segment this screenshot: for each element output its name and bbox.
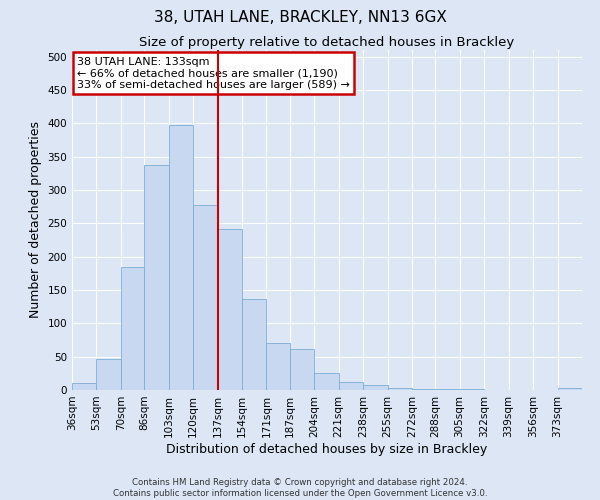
Bar [193, 204, 218, 390]
Bar [144, 164, 169, 390]
Text: 38 UTAH LANE: 133sqm
← 66% of detached houses are smaller (1,190)
33% of semi-de: 38 UTAH LANE: 133sqm ← 66% of detached h… [77, 57, 350, 90]
Text: 38, UTAH LANE, BRACKLEY, NN13 6GX: 38, UTAH LANE, BRACKLEY, NN13 6GX [154, 10, 446, 25]
Bar [435, 388, 460, 390]
Bar [314, 374, 338, 390]
Bar [97, 358, 121, 390]
Bar [242, 298, 266, 390]
Bar [218, 228, 242, 390]
Text: Contains HM Land Registry data © Crown copyright and database right 2024.
Contai: Contains HM Land Registry data © Crown c… [113, 478, 487, 498]
Bar [388, 388, 412, 390]
X-axis label: Distribution of detached houses by size in Brackley: Distribution of detached houses by size … [166, 442, 488, 456]
Bar [72, 384, 97, 390]
Bar [169, 124, 193, 390]
Bar [121, 266, 144, 390]
Bar [338, 382, 363, 390]
Bar [412, 388, 435, 390]
Bar [290, 348, 314, 390]
Bar [363, 384, 388, 390]
Y-axis label: Number of detached properties: Number of detached properties [29, 122, 42, 318]
Title: Size of property relative to detached houses in Brackley: Size of property relative to detached ho… [139, 36, 515, 49]
Bar [266, 344, 290, 390]
Bar [557, 388, 582, 390]
